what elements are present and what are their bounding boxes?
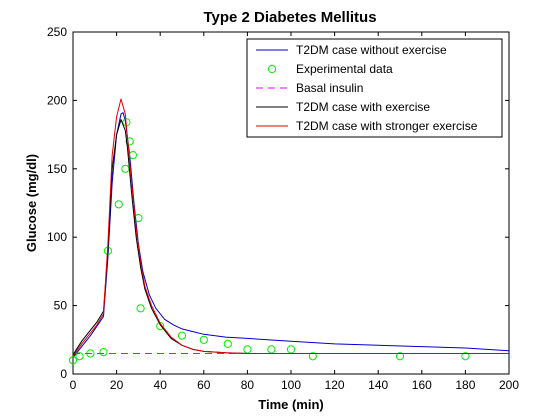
data-point xyxy=(75,352,84,361)
y-tick-label: 50 xyxy=(54,299,68,313)
y-tick-label: 0 xyxy=(60,367,67,381)
y-tick-label: 100 xyxy=(47,230,67,244)
series-line-t2dm-case-with-stronger-exercise xyxy=(72,98,509,357)
x-tick-label: 160 xyxy=(412,378,432,392)
legend-label-t2dm-case-with-stronger-exercise: T2DM case with stronger exercise xyxy=(296,119,478,133)
data-point xyxy=(114,200,123,209)
data-point xyxy=(308,352,317,361)
data-point xyxy=(286,345,296,354)
legend-label-basal-insulin: Basal insulin xyxy=(296,81,363,95)
x-tick-label: 100 xyxy=(281,378,301,392)
data-point xyxy=(223,339,232,349)
ticks-layer: 0 20 40 60 80 100 120 140 160 180 200 0 50 100 150 200 2… xyxy=(47,25,519,392)
y-tick-label: 150 xyxy=(47,162,67,176)
x-axis-title: Time (min) xyxy=(258,397,324,412)
legend: T2DM case without exercise Experimental d… xyxy=(246,38,503,138)
data-point xyxy=(68,356,78,365)
x-tick-label: 180 xyxy=(455,378,475,392)
legend-box xyxy=(246,38,503,138)
data-point xyxy=(461,352,470,361)
data-point xyxy=(125,137,134,146)
y-axis-title: Glucose (mg/dl) xyxy=(24,154,39,252)
x-tick-label: 120 xyxy=(325,378,345,392)
data-point xyxy=(177,331,187,340)
x-tick-label: 140 xyxy=(368,378,388,392)
y-tick-label: 250 xyxy=(47,25,67,39)
data-point xyxy=(199,335,208,344)
legend-label-experimental-data: Experimental data xyxy=(296,62,393,76)
x-tick-label: 60 xyxy=(197,378,211,392)
data-point xyxy=(243,345,252,354)
legend-label-t2dm-case-without-exercise: T2DM case without exercise xyxy=(296,43,447,57)
x-tick-label: 80 xyxy=(241,378,255,392)
x-tick-label: 200 xyxy=(499,378,519,392)
y-tick-label: 200 xyxy=(47,93,67,107)
x-tick-label: 40 xyxy=(154,378,168,392)
data-point xyxy=(395,352,405,361)
data-point xyxy=(99,348,108,357)
data-point xyxy=(136,304,145,313)
x-tick-label: 0 xyxy=(70,378,77,392)
data-point xyxy=(267,345,276,354)
series-layer xyxy=(68,98,510,365)
legend-label-t2dm-case-with-exercise: T2DM case with exercise xyxy=(296,100,430,114)
chart-title: Type 2 Diabetes Mellitus xyxy=(203,9,376,26)
legend-marker-experimental-data xyxy=(267,64,277,74)
x-tick-label: 20 xyxy=(110,378,124,392)
